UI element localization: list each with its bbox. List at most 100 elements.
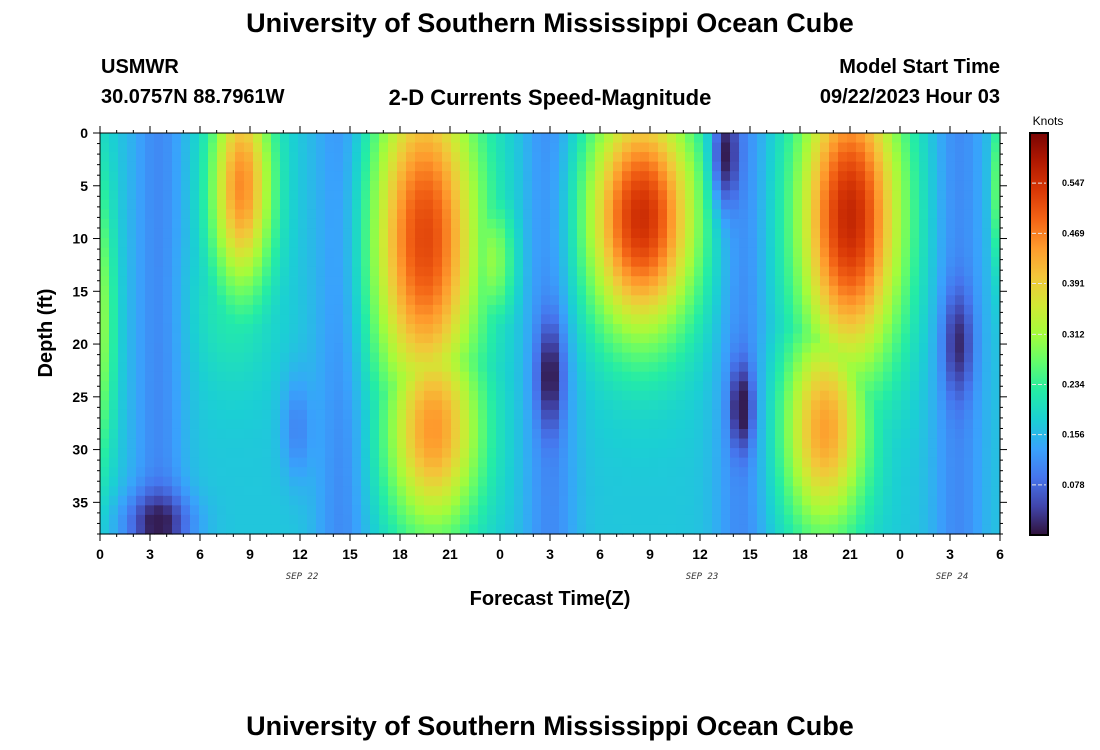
heatmap-cell: [343, 285, 353, 296]
heatmap-cell: [766, 190, 776, 201]
heatmap-cell: [136, 161, 146, 172]
heatmap-cell: [586, 467, 596, 478]
heatmap-cell: [613, 295, 623, 306]
heatmap-cell: [352, 161, 362, 172]
heatmap-cell: [595, 343, 605, 354]
heatmap-cell: [406, 304, 416, 316]
heatmap-cell: [361, 190, 371, 201]
heatmap-cell: [874, 419, 884, 430]
heatmap-cell: [379, 238, 389, 249]
heatmap-cell: [334, 209, 344, 220]
heatmap-cell: [298, 390, 308, 401]
heatmap-cell: [271, 371, 281, 382]
heatmap-cell: [694, 314, 704, 325]
heatmap-cell: [694, 457, 704, 468]
heatmap-cell: [577, 371, 587, 382]
heatmap-cell: [433, 486, 443, 497]
heatmap-cell: [820, 180, 830, 191]
heatmap-cell: [352, 257, 362, 268]
heatmap-cell: [262, 218, 272, 230]
heatmap-cell: [649, 247, 659, 258]
heatmap-cell: [253, 190, 263, 201]
heatmap-cell: [559, 247, 569, 258]
heatmap-cell: [856, 276, 866, 287]
heatmap-cell: [847, 304, 857, 316]
heatmap-cell: [343, 314, 353, 325]
heatmap-cell: [442, 476, 452, 487]
heatmap-cell: [199, 199, 209, 210]
heatmap-cell: [235, 476, 245, 487]
heatmap-cell: [739, 133, 749, 144]
heatmap-cell: [370, 133, 380, 144]
heatmap-cell: [721, 323, 731, 335]
heatmap-cell: [424, 467, 434, 478]
heatmap-cell: [478, 457, 488, 468]
heatmap-cell: [451, 486, 461, 497]
heatmap-cell: [298, 180, 308, 191]
heatmap-cell: [379, 505, 389, 516]
heatmap-cell: [928, 409, 938, 421]
heatmap-cell: [694, 304, 704, 316]
heatmap-cell: [217, 524, 227, 535]
heatmap-cell: [883, 467, 893, 478]
x-tick-label: 21: [442, 546, 458, 562]
heatmap-cell: [892, 467, 902, 478]
heatmap-cell: [847, 190, 857, 201]
heatmap-cell: [496, 409, 506, 421]
heatmap-cell: [991, 476, 1001, 487]
heatmap-cell: [415, 438, 425, 449]
heatmap-cell: [136, 514, 146, 526]
heatmap-cell: [109, 190, 119, 201]
heatmap-cell: [442, 161, 452, 172]
heatmap-cell: [703, 171, 713, 182]
heatmap-cell: [154, 486, 164, 497]
heatmap-cell: [334, 371, 344, 382]
heatmap-cell: [928, 505, 938, 516]
heatmap-cell: [118, 514, 128, 526]
heatmap-cell: [442, 333, 452, 344]
heatmap-cell: [325, 199, 335, 210]
heatmap-cell: [532, 343, 542, 354]
heatmap-cell: [379, 180, 389, 191]
heatmap-cell: [928, 218, 938, 230]
heatmap-cell: [955, 161, 965, 172]
heatmap-cell: [199, 142, 209, 153]
heatmap-cell: [613, 209, 623, 220]
heatmap-cell: [802, 495, 812, 506]
heatmap-cell: [289, 152, 299, 163]
heatmap-cell: [676, 505, 686, 516]
heatmap-cell: [559, 228, 569, 239]
heatmap-cell: [208, 257, 218, 268]
heatmap-cell: [883, 343, 893, 354]
heatmap-cell: [379, 428, 389, 440]
heatmap-cell: [685, 371, 695, 382]
heatmap-cell: [838, 514, 848, 526]
heatmap-cell: [946, 362, 956, 373]
heatmap-cell: [748, 257, 758, 268]
heatmap-cell: [532, 486, 542, 497]
heatmap-cell: [514, 333, 524, 344]
heatmap-cell: [712, 142, 722, 153]
heatmap-cell: [226, 161, 236, 172]
heatmap-cell: [856, 400, 866, 411]
heatmap-cell: [361, 323, 371, 335]
heatmap-cell: [487, 133, 497, 144]
heatmap-cell: [964, 514, 974, 526]
heatmap-cell: [325, 133, 335, 144]
heatmap-cell: [766, 314, 776, 325]
heatmap-cell: [667, 467, 677, 478]
heatmap-cell: [622, 180, 632, 191]
heatmap-cell: [406, 333, 416, 344]
heatmap-cell: [559, 486, 569, 497]
heatmap-cell: [955, 323, 965, 335]
heatmap-cell: [649, 333, 659, 344]
heatmap-cell: [442, 228, 452, 239]
heatmap-cell: [775, 266, 785, 277]
heatmap-cell: [883, 419, 893, 430]
heatmap-cell: [226, 448, 236, 459]
heatmap-cell: [406, 161, 416, 172]
heatmap-cell: [325, 238, 335, 249]
heatmap-cell: [262, 390, 272, 401]
heatmap-cell: [820, 409, 830, 421]
heatmap-cell: [892, 495, 902, 506]
